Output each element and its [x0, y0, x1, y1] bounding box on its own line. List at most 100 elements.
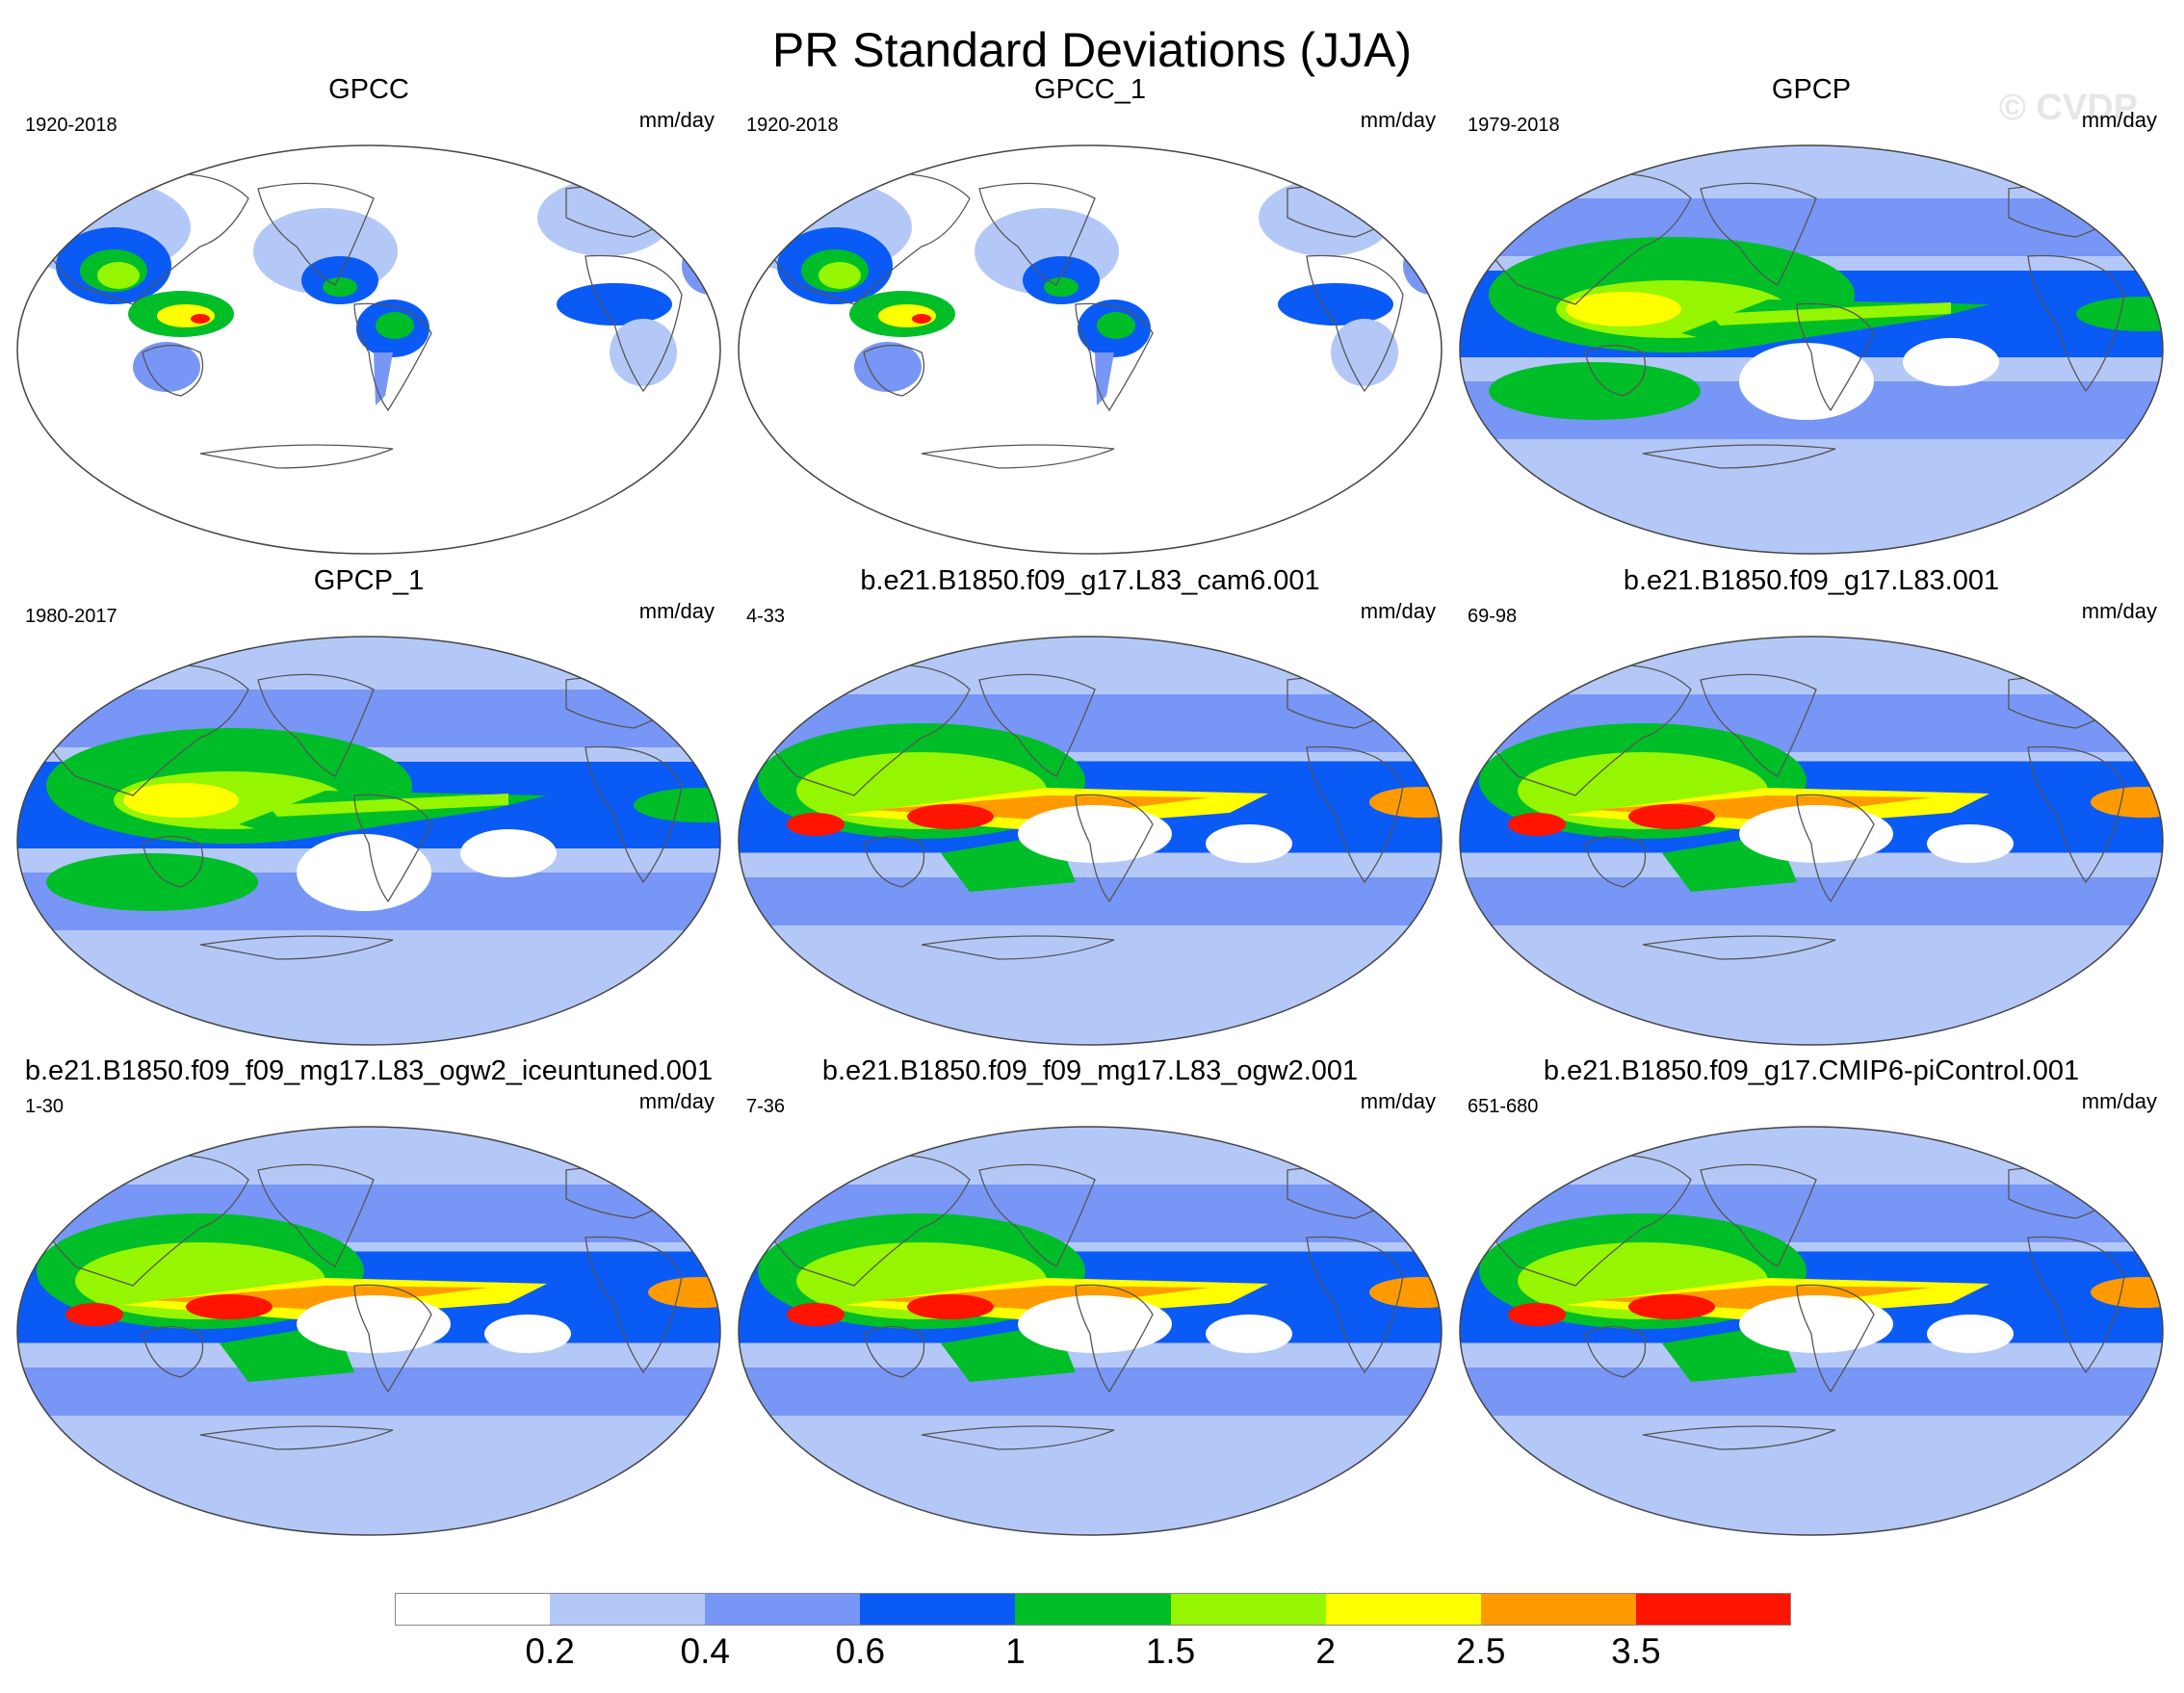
shade-atlantic-itcz: [2091, 787, 2163, 818]
panel-title: GPCC_1: [1033, 74, 1147, 105]
map-panel-iceuntuned: b.e21.B1850.f09_f09_mg17.L83_ogw2_iceunt…: [8, 1055, 730, 1536]
shade-maritime-peak: [912, 314, 931, 324]
precip-field: [1460, 1127, 2163, 1535]
coastline-3: [257, 182, 375, 286]
map-panel-gpcp_1: GPCP_1 1980-2017 mm/day: [8, 564, 730, 1046]
map-panel-gpcc_1: GPCC_1 1920-2018 mm/day: [729, 73, 1451, 555]
coastline-2: [142, 344, 204, 397]
panel-title: b.e21.B1850.f09_g17.L83_cam6.001: [860, 565, 1320, 596]
map-border: [16, 1126, 721, 1536]
precip-field: [1460, 145, 2163, 554]
colorbar: [395, 1593, 1791, 1626]
panel-units: mm/day: [638, 599, 715, 623]
map-panel-ogw2: b.e21.B1850.f09_f09_mg17.L83_ogw2.001 7-3…: [729, 1055, 1451, 1536]
map-panel-gpcc: GPCC 1920-2018 mm/day: [8, 73, 730, 555]
coastline-4: [1075, 794, 1154, 903]
coastline-7: [199, 444, 394, 469]
shade-sa-dry: [1206, 1315, 1292, 1353]
coastline-6: [2027, 745, 2125, 884]
shade-atlantic-itcz: [2091, 1277, 2163, 1308]
map-border: [738, 144, 1443, 555]
coastline-2: [863, 835, 925, 888]
colorbar-box-2: [550, 1593, 706, 1626]
shade-se-pacific-dry: [1018, 805, 1172, 863]
shade-europe: [1259, 179, 1393, 256]
shade-warm-pool-peak: [123, 783, 239, 818]
shade-bay-of-bengal: [1508, 1303, 1566, 1326]
shade-atlantic-itcz: [1369, 787, 1442, 818]
shade-sa-dry: [1206, 824, 1292, 863]
world-map: [1459, 144, 2164, 555]
coastline-2: [863, 344, 925, 397]
coastline-3: [257, 1163, 375, 1267]
precip-field: [1460, 637, 2163, 1045]
colorbar-box-8: [1480, 1593, 1636, 1626]
coastline-6: [2027, 1236, 2125, 1374]
shade-atlantic-itcz: [634, 788, 720, 822]
coastline-3: [1700, 673, 1817, 777]
panel-period: 1920-2018: [25, 115, 117, 136]
shade-australia: [854, 342, 922, 392]
panel-units: mm/day: [2081, 1089, 2157, 1113]
panel-period: 1980-2017: [25, 606, 117, 627]
coastline-6: [2027, 254, 2125, 393]
shade-sh-storm: [1460, 877, 2163, 925]
panel-units: mm/day: [1360, 599, 1436, 623]
shade-warm-pool-peak: [186, 1294, 273, 1319]
shade-europe: [537, 179, 672, 256]
coastline-2: [1584, 835, 1647, 888]
colorbar-box-7: [1325, 1593, 1481, 1626]
panel-period: 1920-2018: [746, 115, 839, 136]
coastline-6: [1306, 1236, 1404, 1374]
shade-amazon-core: [1097, 312, 1135, 339]
shade-se-pacific-dry: [1739, 805, 1893, 863]
panel-title: GPCP: [1771, 74, 1852, 105]
world-map: [16, 1126, 721, 1536]
shade-sh-storm: [739, 877, 1442, 925]
shade-sa-dry: [484, 1315, 571, 1353]
coastline-4: [353, 1284, 432, 1393]
coastline-2: [1584, 344, 1647, 397]
shade-monsoon-core: [819, 262, 861, 289]
panel-period: 4-33: [746, 606, 786, 627]
colorbar-label: 0.2: [525, 1631, 575, 1671]
colorbar-box-6: [1170, 1593, 1326, 1626]
coastline-4: [1075, 1284, 1154, 1393]
coastline-2: [863, 1325, 925, 1378]
shade-bay-of-bengal: [1508, 813, 1566, 836]
panel-title: b.e21.B1850.f09_f09_mg17.L83_ogw2_iceunt…: [24, 1055, 714, 1086]
shade-itcz-core: [268, 794, 508, 817]
panel-units: mm/day: [2081, 599, 2157, 623]
map-border: [1459, 1126, 2164, 1536]
world-map: [738, 144, 1443, 555]
shade-itcz-core: [1710, 302, 1951, 326]
shade-spcz: [46, 853, 258, 911]
shade-warm-pool-peak: [1628, 804, 1715, 829]
shade-central-america-core: [323, 277, 357, 297]
world-map: [738, 1126, 1443, 1536]
shade-se-pacific-dry: [297, 834, 431, 911]
figure-title: PR Standard Deviations (JJA): [771, 23, 1413, 77]
shade-southern-africa: [1331, 319, 1398, 386]
colorbar-label: 0.6: [835, 1631, 886, 1671]
map-border: [738, 636, 1443, 1046]
coastline-6: [1306, 745, 1404, 884]
panel-title: b.e21.B1850.f09_f09_mg17.L83_ogw2.001: [821, 1055, 1359, 1086]
panel-title: GPCC: [328, 74, 409, 105]
world-map: [738, 636, 1443, 1046]
shade-spcz: [1489, 362, 1701, 420]
shade-warm-pool-peak: [1628, 1294, 1715, 1319]
coastline-6: [585, 1236, 683, 1374]
precip-field: [739, 1127, 1442, 1535]
panel-period: 1979-2018: [1468, 115, 1560, 136]
coastline-4: [1796, 1284, 1875, 1393]
coastline-4: [1796, 794, 1875, 903]
shade-atlantic-itcz: [648, 1277, 720, 1308]
shade-southern-africa: [610, 319, 677, 386]
shade-bay-of-bengal: [787, 813, 845, 836]
coastline-2: [142, 835, 204, 888]
shade-bay-of-bengal: [787, 1303, 845, 1326]
shade-warm-pool-peak: [907, 804, 994, 829]
panel-units: mm/day: [2081, 108, 2157, 132]
coastline-3: [1700, 1163, 1817, 1267]
